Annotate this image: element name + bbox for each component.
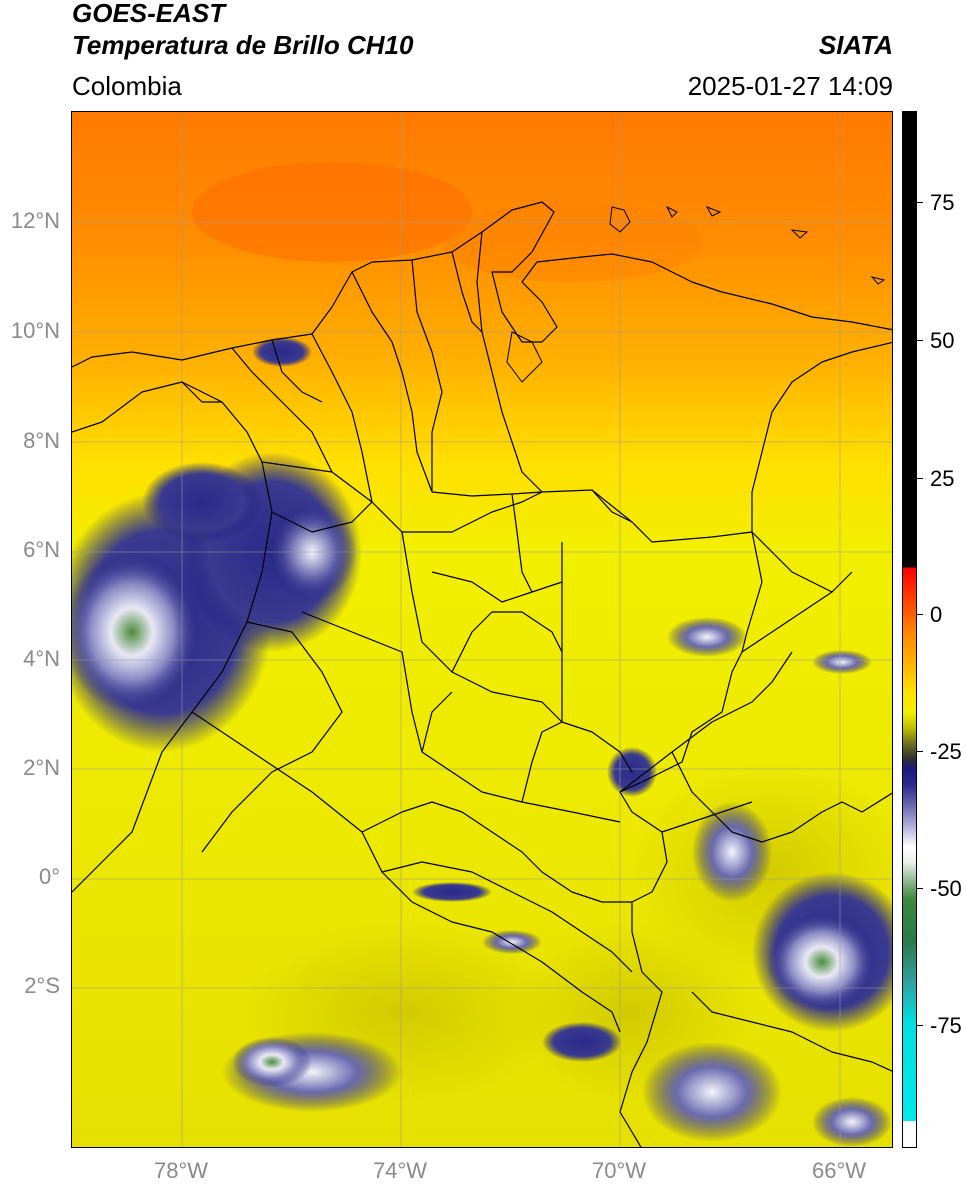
colorbar-label: 25	[930, 466, 955, 491]
islands	[506, 205, 886, 383]
colorbar-tick	[917, 478, 923, 479]
colorbar	[902, 111, 917, 1148]
colorbar-label: 0	[930, 602, 943, 627]
lat-label: 8°N	[23, 428, 60, 453]
region-label: Colombia	[72, 71, 182, 101]
institution-title: SIATA	[818, 30, 893, 60]
map-canvas	[72, 112, 892, 1147]
satellite-map[interactable]	[71, 111, 893, 1148]
colorbar-label: -50	[930, 876, 962, 901]
lat-label: 2°S	[24, 973, 60, 998]
colorbar-tick	[917, 614, 923, 615]
lat-label: 2°N	[23, 755, 60, 780]
colorbar-label: -75	[930, 1013, 962, 1038]
colorbar-label: 75	[930, 190, 955, 215]
borders	[72, 201, 892, 1147]
colorbar-tick	[917, 340, 923, 341]
colorbar-tick	[917, 751, 923, 752]
lat-label: 12°N	[10, 208, 60, 233]
product-title: Temperatura de Brillo CH10	[72, 30, 414, 60]
lon-label: 70°W	[591, 1158, 647, 1183]
satellite-title: GOES-EAST	[72, 0, 226, 28]
lat-label: 6°N	[23, 537, 60, 562]
colorbar-tick	[917, 888, 923, 889]
cloud-systems	[72, 337, 892, 1147]
lat-label: 4°N	[23, 646, 60, 671]
colorbar-label: 50	[930, 328, 955, 353]
lat-label: 10°N	[10, 318, 60, 343]
lat-label: 0°	[38, 864, 60, 889]
colorbar-tick	[917, 1025, 923, 1026]
lon-label: 74°W	[372, 1158, 428, 1183]
datetime-label: 2025-01-27 14:09	[687, 71, 893, 101]
colorbar-label: -25	[930, 739, 962, 764]
graticule	[72, 112, 892, 1147]
lon-label: 66°W	[811, 1158, 867, 1183]
colorbar-tick	[917, 202, 923, 203]
lon-label: 78°W	[153, 1158, 209, 1183]
